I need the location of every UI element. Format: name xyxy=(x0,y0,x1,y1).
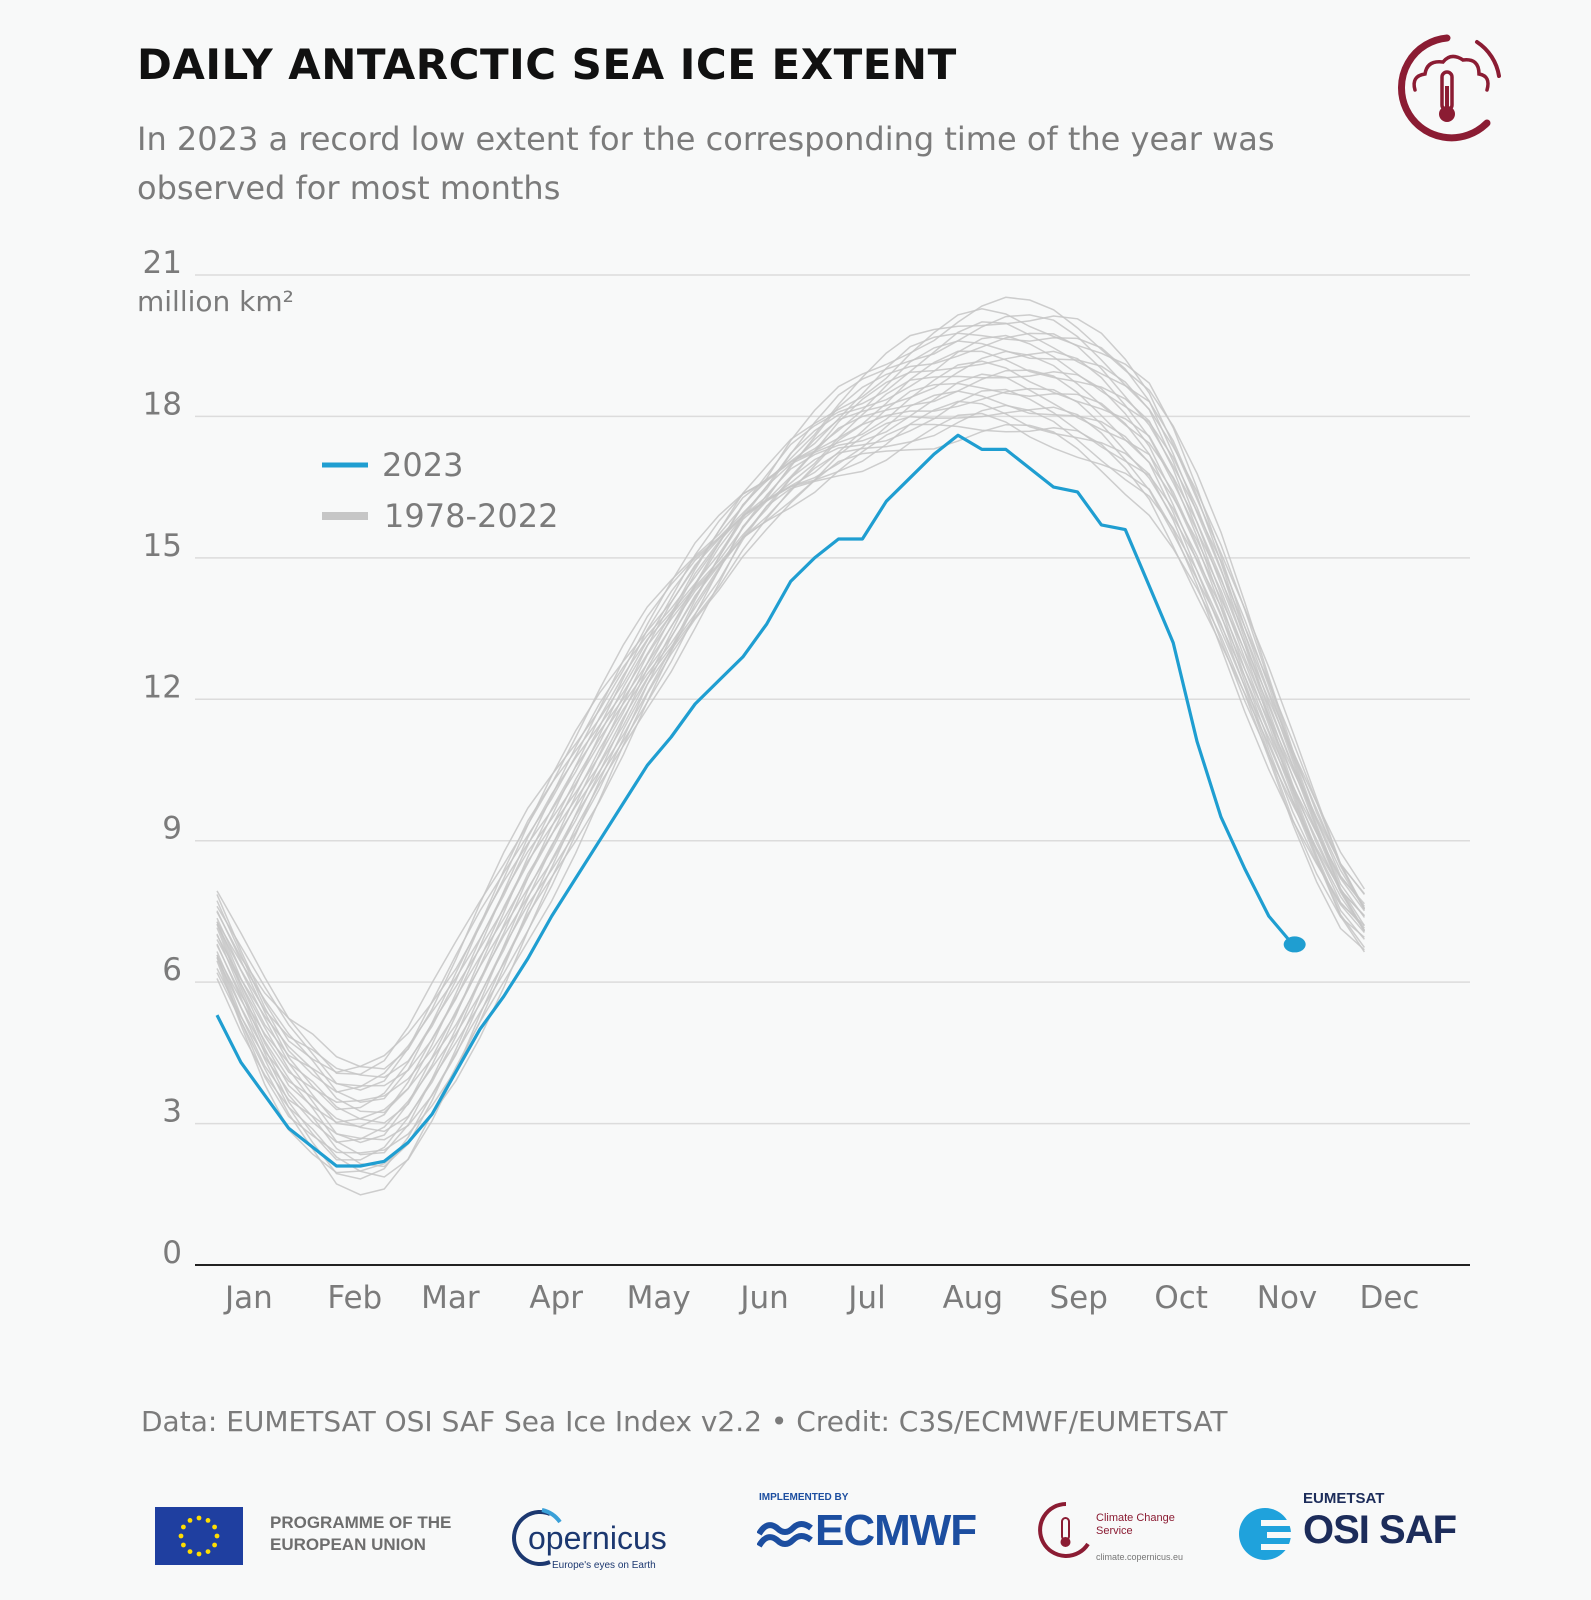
y-tick-label: 3 xyxy=(162,1094,182,1130)
osisaf-globe-icon xyxy=(1239,1508,1297,1560)
c3s-name: Climate Change Service xyxy=(1096,1512,1175,1537)
eu-star xyxy=(205,1549,211,1554)
eu-star xyxy=(196,1515,202,1521)
osisaf-eumetsat-label: EUMETSAT xyxy=(1303,1490,1385,1507)
x-tick-label: Nov xyxy=(1257,1280,1318,1316)
x-tick-label: May xyxy=(627,1280,691,1316)
x-tick-label: Dec xyxy=(1359,1280,1419,1316)
history-series-line xyxy=(216,382,1366,1133)
legend-2023-label: 2023 xyxy=(382,446,463,484)
x-tick-label: Sep xyxy=(1049,1280,1107,1316)
copernicus-name: opernicus xyxy=(528,1520,667,1556)
x-tick-label: Oct xyxy=(1154,1280,1208,1316)
ecmwf-logo: IMPLEMENTED BY ECMWF xyxy=(757,1492,1007,1572)
eu-star xyxy=(214,1533,220,1539)
eu-star xyxy=(181,1542,186,1548)
c3s-logo: Climate Change Service climate.copernicu… xyxy=(1038,1496,1208,1576)
copernicus-tagline: Europe's eyes on Earth xyxy=(552,1560,656,1571)
series-2023-endpoint xyxy=(1283,936,1306,953)
history-series-line xyxy=(216,423,1366,1178)
history-series-line xyxy=(216,308,1366,1074)
osisaf-name: OSI SAF xyxy=(1303,1508,1457,1552)
legend-history-label: 1978-2022 xyxy=(384,497,558,535)
y-tick-label: 12 xyxy=(143,669,182,705)
y-axis-unit-label: million km² xyxy=(137,285,294,318)
chart-title: DAILY ANTARCTIC SEA ICE EXTENT xyxy=(137,40,957,89)
sea-ice-chart: 0 3 6 9 12 15 18 21 million km² Jan Feb Mar Apr May Ju… xyxy=(137,245,1470,1316)
c3s-url: climate.copernicus.eu xyxy=(1096,1552,1184,1562)
ecmwf-waves-icon xyxy=(757,1521,813,1548)
c3s-small-icon xyxy=(1038,1502,1090,1558)
data-credit: Data: EUMETSAT OSI SAF Sea Ice Index v2.… xyxy=(141,1405,1228,1438)
x-tick-label: Mar xyxy=(421,1280,480,1316)
y-tick-label: 15 xyxy=(143,528,182,564)
x-tick-label: Jun xyxy=(738,1280,788,1316)
history-series-line xyxy=(216,350,1366,1114)
history-series-line xyxy=(216,387,1365,1156)
series-2023-line xyxy=(215,433,1294,1168)
eu-star xyxy=(196,1551,202,1557)
eu-star xyxy=(178,1533,184,1539)
history-series-line xyxy=(216,371,1366,1124)
history-series-line xyxy=(216,315,1366,1070)
y-tick-label: 0 xyxy=(162,1235,182,1271)
y-tick-label: 9 xyxy=(162,811,182,847)
eu-star xyxy=(181,1524,186,1530)
eu-star xyxy=(212,1542,217,1548)
x-tick-label: Aug xyxy=(943,1280,1004,1316)
footer-logos: PROGRAMME OF THE EUROPEAN UNION opernicu… xyxy=(0,1480,1591,1590)
history-series-line xyxy=(216,296,1365,1076)
eu-star xyxy=(187,1518,193,1523)
history-series-line xyxy=(216,423,1365,1196)
eu-programme-label: PROGRAMME OF THE EUROPEAN UNION xyxy=(270,1512,480,1556)
history-series-line xyxy=(216,321,1365,1093)
eu-programme-text: PROGRAMME OF THE EUROPEAN UNION xyxy=(270,1513,452,1554)
history-series-line xyxy=(216,332,1366,1103)
history-series-line xyxy=(216,314,1365,1091)
history-series-line xyxy=(216,332,1366,1079)
eu-star xyxy=(212,1524,217,1530)
eu-star xyxy=(205,1518,211,1523)
ecmwf-implemented-label: IMPLEMENTED BY xyxy=(759,1492,849,1503)
history-series-line xyxy=(216,350,1365,1128)
copernicus-logo: opernicus Europe's eyes on Earth xyxy=(508,1502,688,1572)
x-tick-label: Jan xyxy=(223,1280,273,1316)
eu-star xyxy=(187,1549,193,1554)
ecmwf-name: ECMWF xyxy=(815,1506,977,1555)
history-series-line xyxy=(216,373,1365,1143)
copernicus-c-icon xyxy=(512,1508,562,1566)
chart-subtitle: In 2023 a record low extent for the corr… xyxy=(137,120,1275,207)
y-tick-label: 21 xyxy=(143,245,182,281)
eu-stars-icon xyxy=(178,1515,220,1557)
y-tick-label: 18 xyxy=(143,386,182,422)
x-tick-label: Apr xyxy=(529,1280,583,1316)
history-series-line xyxy=(216,404,1365,1180)
y-tick-label: 6 xyxy=(162,952,182,988)
x-tick-label: Jul xyxy=(846,1280,885,1316)
eu-flag-icon xyxy=(155,1507,243,1565)
x-tick-label: Feb xyxy=(327,1280,382,1316)
osisaf-logo: EUMETSAT OSI SAF xyxy=(1237,1488,1477,1578)
c3s-thermometer-cloud-icon xyxy=(1398,34,1501,142)
